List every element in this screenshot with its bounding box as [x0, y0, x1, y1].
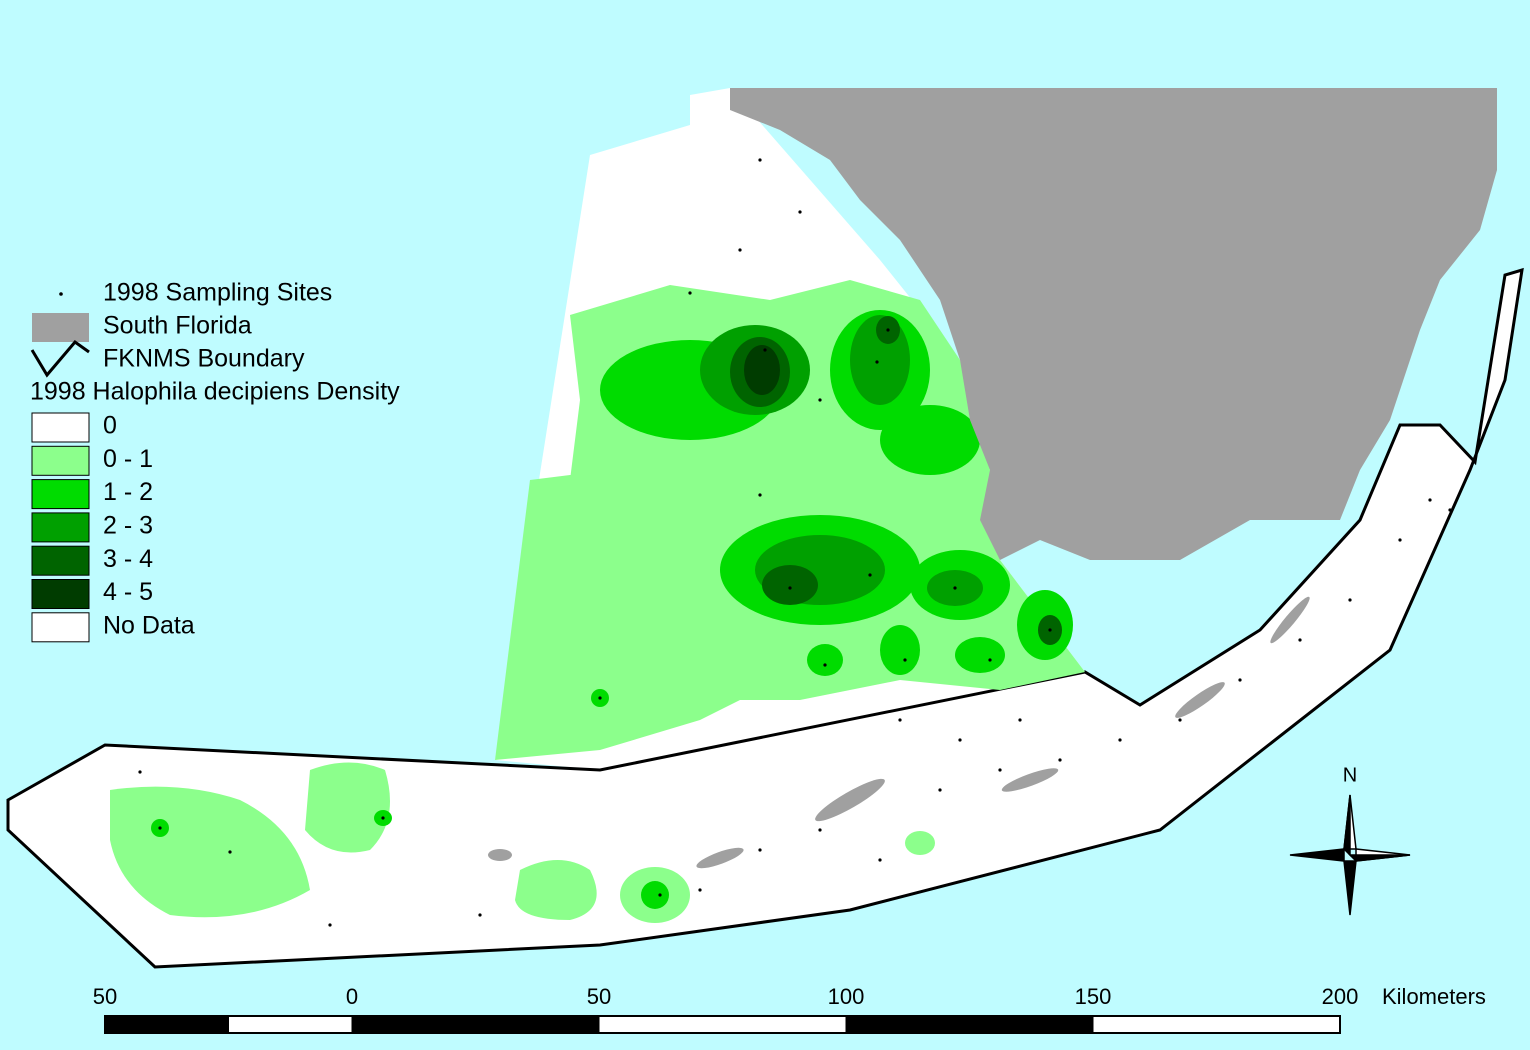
north-label: N [1343, 764, 1357, 786]
density-swatch [31, 412, 90, 443]
scale-segment [105, 1016, 229, 1033]
sampling-sites [138, 158, 1452, 927]
scale-label: 150 [1075, 984, 1112, 1009]
legend-label: 2 - 3 [103, 512, 153, 540]
legend-label: No Data [103, 611, 195, 639]
site-symbol [59, 292, 63, 296]
legend-label: 1998 Sampling Sites [103, 279, 332, 307]
scale-label: 50 [587, 984, 611, 1009]
legend: 1998 Sampling Sites South Florida FKNMS Bo… [30, 279, 400, 643]
scale-segment [598, 1015, 847, 1034]
density-swatch [31, 445, 90, 476]
legend-label: FKNMS Boundary [103, 345, 305, 373]
legend-label: 1 - 2 [103, 478, 153, 506]
density-swatch [31, 512, 90, 543]
scale-label: 100 [828, 984, 865, 1009]
scale-label: 50 [93, 984, 117, 1009]
scale-label: 200 [1322, 984, 1359, 1009]
scale-segment [1092, 1015, 1341, 1034]
land-swatch [32, 313, 89, 342]
legend-label: 0 - 1 [103, 445, 153, 473]
scale-segment [351, 1015, 600, 1034]
density-swatch [31, 479, 90, 510]
legend-title: 1998 Halophila decipiens Density [30, 378, 400, 406]
legend-label: South Florida [103, 312, 252, 340]
scale-bar: 50 0 50 100 150 200 Kilometers [93, 984, 1486, 1034]
density-swatch [31, 579, 90, 609]
legend-label: 3 - 4 [103, 545, 153, 573]
scale-segment [845, 1015, 1094, 1034]
keys [488, 596, 1310, 869]
scale-segment [228, 1015, 353, 1034]
density-surface [110, 280, 1085, 923]
legend-label: 0 [103, 412, 117, 440]
scale-frame [104, 1015, 1341, 1034]
density-swatch [31, 545, 90, 576]
boundary-symbol [30, 339, 90, 378]
south-florida [730, 88, 1497, 560]
legend-label: 4 - 5 [103, 578, 153, 606]
density-swatch [31, 612, 90, 643]
north-arrow [1289, 794, 1411, 916]
scale-label: 0 [346, 984, 358, 1009]
scale-unit: Kilometers [1382, 984, 1486, 1009]
